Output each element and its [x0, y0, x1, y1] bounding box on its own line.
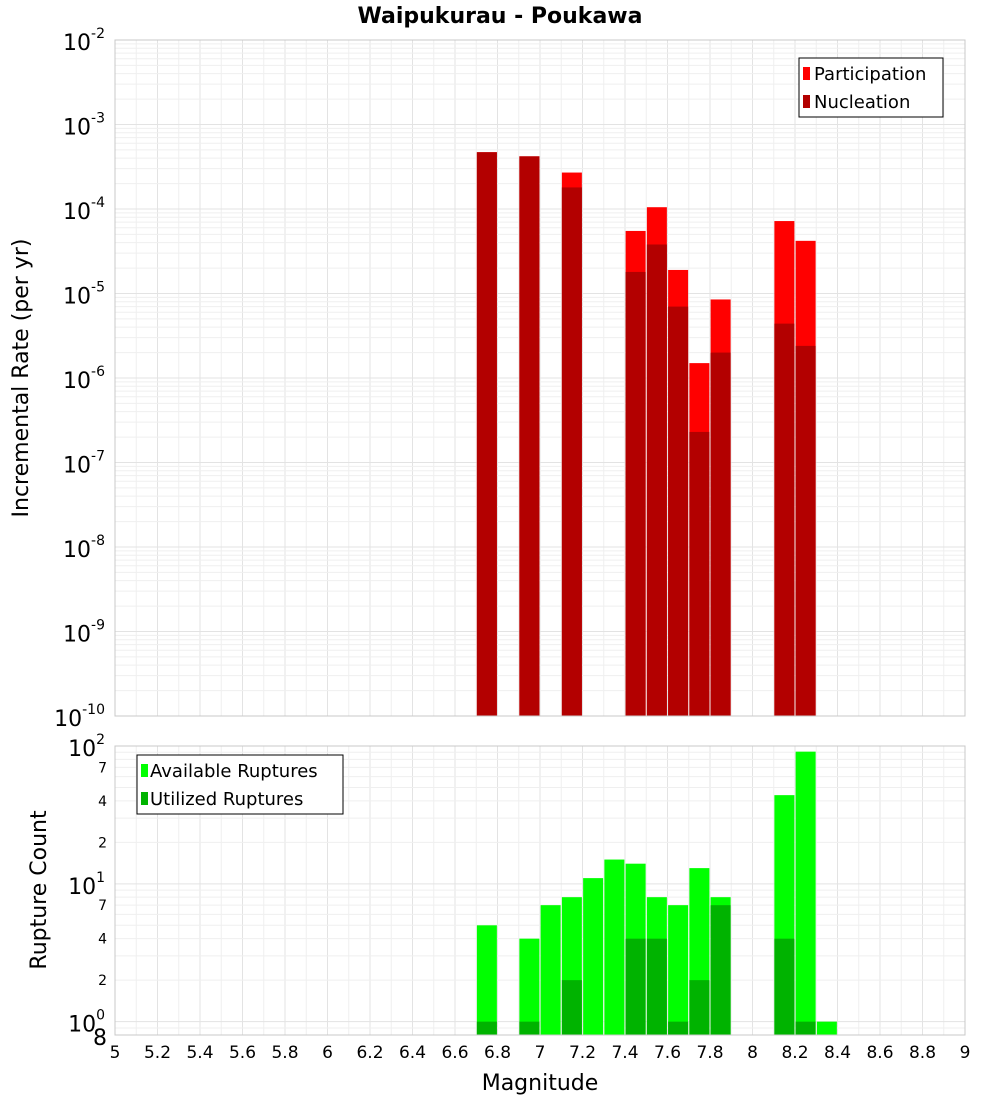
rupture-count-plot-frame [114, 745, 966, 1036]
x-tick-label: 8.6 [866, 1043, 893, 1063]
x-tick-label: 5.6 [229, 1043, 256, 1063]
legend-box [798, 57, 944, 118]
available-ruptures-bar [604, 859, 625, 1035]
utilized-ruptures-bar [561, 980, 582, 1035]
x-tick-label: 6.2 [356, 1043, 383, 1063]
x-tick-label: 8.2 [781, 1043, 808, 1063]
y-tick-label: 10-10 [54, 702, 105, 732]
utilized-ruptures-bar [625, 938, 646, 1035]
x-tick-label: 7.6 [654, 1043, 681, 1063]
x-tick-label: 7 [535, 1043, 546, 1063]
x-tick-label: 6.6 [441, 1043, 468, 1063]
utilized-ruptures-bar [689, 980, 710, 1035]
legend-label: Utilized Ruptures [150, 789, 303, 810]
available-ruptures-bar [795, 751, 816, 1035]
y-minor-tick-label: 8 [93, 1026, 107, 1051]
available-ruptures-bar [816, 1021, 837, 1035]
y-tick-label: 10-2 [63, 26, 105, 56]
rupture-count-y-tick-labels: 102 101 100 7 4 2 7 4 2 8 [68, 732, 107, 1051]
x-tick-label: 8 [747, 1043, 758, 1063]
utilized-ruptures-bar [795, 1021, 816, 1035]
chart-title: Waipukurau - Poukawa [358, 4, 643, 29]
utilized-ruptures-bar [710, 905, 731, 1035]
x-tick-label: 5.2 [144, 1043, 171, 1063]
utilized-ruptures-bar [646, 938, 667, 1035]
y-tick-label: 10-9 [63, 618, 105, 648]
legend-label: Participation [814, 64, 926, 85]
y-tick-label: 101 [68, 870, 105, 900]
incremental-rate-y-tick-labels: 10-2 10-3 10-4 10-5 10-6 10-7 10-8 10-9 10-10 [54, 26, 105, 732]
nucleation-bar [625, 271, 646, 716]
available-ruptures-bar [668, 905, 689, 1035]
available-ruptures-bar [476, 925, 497, 1035]
utilized-ruptures-bar [519, 1021, 540, 1035]
rupture-count-legend: Available Ruptures Utilized Ruptures [136, 754, 344, 815]
x-tick-label: 5.4 [186, 1043, 213, 1063]
nucleation-bar [795, 345, 816, 716]
y-minor-tick-label: 2 [98, 973, 107, 989]
legend-swatch [141, 792, 148, 805]
x-tick-label: 9 [960, 1043, 971, 1063]
x-tick-label: 8.8 [909, 1043, 936, 1063]
available-ruptures-bar [583, 878, 604, 1035]
rupture-count-panel: 102 101 100 7 4 2 7 4 2 8 5 5.2 5.4 5.6 5.8 6 6.2 6.4 6.6… [27, 732, 970, 1096]
y-minor-tick-label: 4 [98, 794, 107, 810]
rupture-count-bars [476, 751, 837, 1035]
incremental-rate-panel: 10-2 10-3 10-4 10-5 10-6 10-7 10-8 10-9 10-10 In… [9, 26, 966, 732]
incremental-rate-plot-frame [114, 39, 966, 717]
x-tick-label: 7.8 [696, 1043, 723, 1063]
legend-swatch [803, 95, 810, 108]
y-tick-label: 10-3 [63, 111, 105, 141]
y-tick-label: 10-7 [63, 449, 105, 479]
incremental-rate-legend: Participation Nucleation [798, 57, 944, 118]
x-tick-label: 8.4 [824, 1043, 851, 1063]
y-tick-label: 100 [68, 1008, 105, 1038]
nucleation-bar [668, 306, 689, 716]
y-tick-label: 10-4 [63, 195, 105, 225]
legend-box [136, 754, 344, 815]
magnitude-x-tick-labels: 5 5.2 5.4 5.6 5.8 6 6.2 6.4 6.6 6.8 7 7.2 7.4 7.6 7.8 8… [110, 1043, 971, 1063]
x-tick-label: 7.2 [569, 1043, 596, 1063]
y-minor-tick-label: 2 [98, 835, 107, 851]
nucleation-bar [774, 323, 795, 716]
nucleation-bar [476, 152, 497, 716]
y-minor-tick-label: 4 [98, 932, 107, 948]
y-tick-label: 10-8 [63, 533, 105, 563]
incremental-rate-bars [476, 152, 816, 717]
nucleation-bar [519, 156, 540, 716]
incremental-rate-y-axis-label: Incremental Rate (per yr) [9, 239, 34, 518]
nucleation-bar [689, 431, 710, 716]
nucleation-bar [646, 244, 667, 716]
magnitude-x-axis-label: Magnitude [482, 1071, 599, 1096]
y-tick-label: 10-6 [63, 364, 105, 394]
legend-swatch [803, 67, 810, 80]
legend-label: Available Ruptures [150, 761, 318, 782]
utilized-ruptures-bar [774, 938, 795, 1035]
x-tick-label: 5 [110, 1043, 121, 1063]
x-tick-label: 6.4 [399, 1043, 426, 1063]
nucleation-bar [710, 352, 731, 716]
x-tick-label: 5.8 [271, 1043, 298, 1063]
rupture-count-y-axis-label: Rupture Count [27, 810, 52, 970]
utilized-ruptures-bar [668, 1021, 689, 1035]
available-ruptures-bar [519, 938, 540, 1035]
available-ruptures-bar [540, 905, 561, 1035]
x-tick-label: 6 [322, 1043, 333, 1063]
x-tick-label: 7.4 [611, 1043, 638, 1063]
incremental-rate-grid [114, 39, 966, 717]
y-tick-label: 10-5 [63, 280, 105, 310]
y-minor-tick-label: 7 [98, 760, 107, 776]
legend-swatch [141, 764, 148, 777]
legend-label: Nucleation [814, 92, 910, 113]
y-tick-label: 102 [68, 732, 105, 762]
nucleation-bar [561, 187, 582, 717]
x-tick-label: 6.8 [484, 1043, 511, 1063]
utilized-ruptures-bar [476, 1021, 497, 1035]
y-minor-tick-label: 7 [98, 898, 107, 914]
